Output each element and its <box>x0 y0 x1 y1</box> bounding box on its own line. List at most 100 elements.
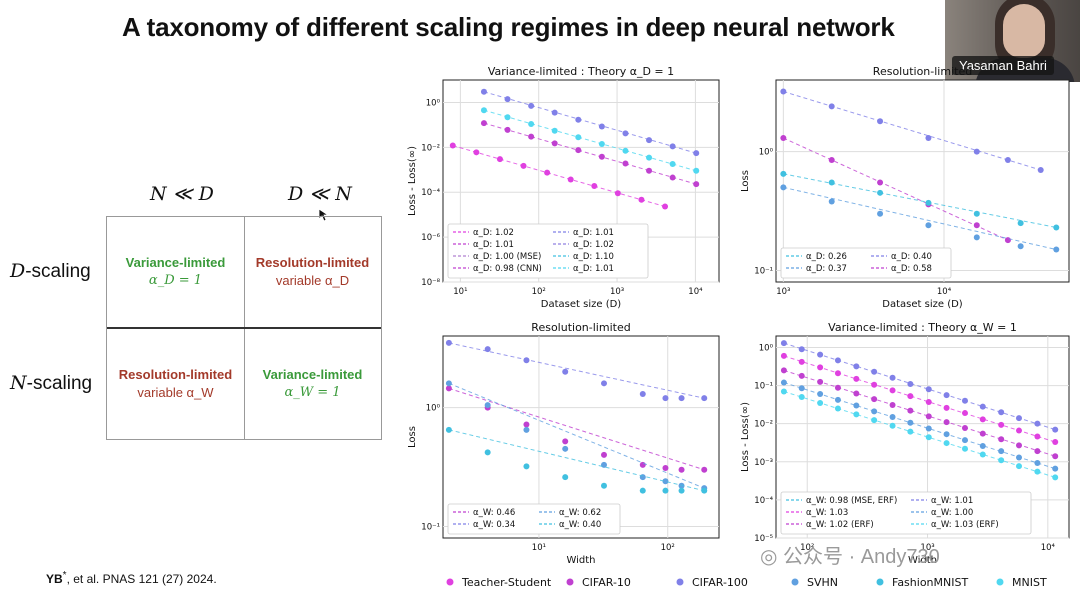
data-point <box>598 141 605 148</box>
fit-line <box>783 391 1056 478</box>
y-tick-label: 10⁻⁴ <box>421 188 440 198</box>
y-tick-label: 10⁻⁶ <box>421 233 440 243</box>
legend-label: α_W: 0.98 (MSE, ERF) <box>806 496 897 506</box>
x-tick-label: 10¹ <box>453 287 467 297</box>
data-point <box>780 340 787 347</box>
fit-line <box>783 369 1056 457</box>
data-point <box>484 449 491 456</box>
fit-line <box>783 173 1057 228</box>
data-point <box>1052 439 1059 446</box>
legend-label: α_W: 1.03 <box>806 508 848 518</box>
data-point <box>925 399 932 406</box>
data-point <box>639 487 646 494</box>
y-tick-label: 10⁻¹ <box>421 522 440 532</box>
y-tick-label: 10⁻³ <box>754 458 773 468</box>
data-point <box>669 143 676 150</box>
data-point <box>693 167 700 174</box>
data-point <box>480 88 487 95</box>
data-point <box>943 431 950 438</box>
data-point <box>853 375 860 382</box>
data-point <box>798 346 805 353</box>
data-point <box>907 407 914 414</box>
data-point <box>445 339 452 346</box>
data-point <box>484 346 491 353</box>
data-point <box>1015 427 1022 434</box>
data-point <box>662 487 669 494</box>
data-point <box>979 430 986 437</box>
data-point <box>871 381 878 388</box>
data-point <box>877 118 884 125</box>
data-point <box>871 408 878 415</box>
legend-label: α_W: 0.40 <box>559 520 601 530</box>
data-point <box>817 378 824 385</box>
data-point <box>973 210 980 217</box>
data-point <box>662 478 669 485</box>
chart-variance-limited-dataset: Variance-limited : Theory α_D = 1 10¹ 10² 1… <box>407 65 720 310</box>
data-point <box>834 405 841 412</box>
table-divider-horizontal <box>107 327 381 329</box>
data-point <box>701 466 708 473</box>
data-point <box>834 384 841 391</box>
data-point <box>1053 246 1060 253</box>
data-point <box>528 120 535 127</box>
data-point <box>998 409 1005 416</box>
y-tick-label: 10⁻¹ <box>754 266 773 276</box>
legend-label: α_D: 0.98 (CNN) <box>473 264 542 274</box>
x-tick-label: 10³ <box>776 287 790 297</box>
x-tick-label: 10³ <box>610 287 624 297</box>
y-tick-label: 10⁻¹ <box>754 382 773 392</box>
data-point <box>998 448 1005 455</box>
legend-label: α_D: 1.01 <box>573 264 614 274</box>
data-point <box>523 463 530 470</box>
legend-label: α_D: 1.02 <box>473 228 514 238</box>
data-point <box>889 422 896 429</box>
legend-box <box>447 223 649 279</box>
legend-item: Teacher-Student <box>461 576 552 589</box>
data-point <box>925 386 932 393</box>
data-point <box>853 402 860 409</box>
fit-line <box>448 342 705 399</box>
data-point <box>622 130 629 137</box>
data-point <box>973 148 980 155</box>
data-point <box>834 370 841 377</box>
watermark: ◎ 公众号 · Andy730 <box>760 546 940 568</box>
data-point <box>1037 166 1044 173</box>
y-tick-label: 10⁻⁸ <box>421 278 440 288</box>
legend-marker <box>566 578 574 586</box>
y-tick-label: 10⁰ <box>759 148 774 158</box>
data-point <box>925 425 932 432</box>
data-point <box>907 380 914 387</box>
data-point <box>1015 442 1022 449</box>
data-point <box>1015 463 1022 470</box>
data-point <box>943 404 950 411</box>
y-tick-label: 10⁻⁴ <box>754 496 773 506</box>
legend-label: α_W: 0.34 <box>473 520 515 530</box>
y-tick-label: 10⁻⁵ <box>754 534 773 544</box>
legend-label: α_D: 1.00 (MSE) <box>473 252 541 262</box>
data-point <box>798 385 805 392</box>
taxonomy-table: Variance-limited α_D = 1 Resolution-limi… <box>106 216 382 440</box>
data-point <box>828 103 835 110</box>
data-point <box>1004 237 1011 244</box>
data-point <box>780 135 787 142</box>
data-point <box>1034 459 1041 466</box>
data-point <box>528 133 535 140</box>
legend-box <box>780 247 952 279</box>
data-point <box>480 107 487 114</box>
data-point <box>598 123 605 130</box>
chart-title: Variance-limited : Theory α_D = 1 <box>488 65 674 78</box>
data-point <box>834 357 841 364</box>
data-point <box>925 434 932 441</box>
fit-line <box>783 382 1056 470</box>
fit-line <box>783 186 1057 251</box>
chart-variance-limited-width: Variance-limited : Theory α_W = 1 10² 10³ 1… <box>740 321 1070 566</box>
data-point <box>600 380 607 387</box>
data-point <box>562 445 569 452</box>
legend-label: α_D: 1.02 <box>573 240 614 250</box>
data-point <box>1015 454 1022 461</box>
data-point <box>817 391 824 398</box>
cell-variance-limited-n: Variance-limited α_W = 1 <box>262 367 363 400</box>
data-point <box>1052 465 1059 472</box>
data-point <box>639 461 646 468</box>
data-point <box>496 156 503 163</box>
